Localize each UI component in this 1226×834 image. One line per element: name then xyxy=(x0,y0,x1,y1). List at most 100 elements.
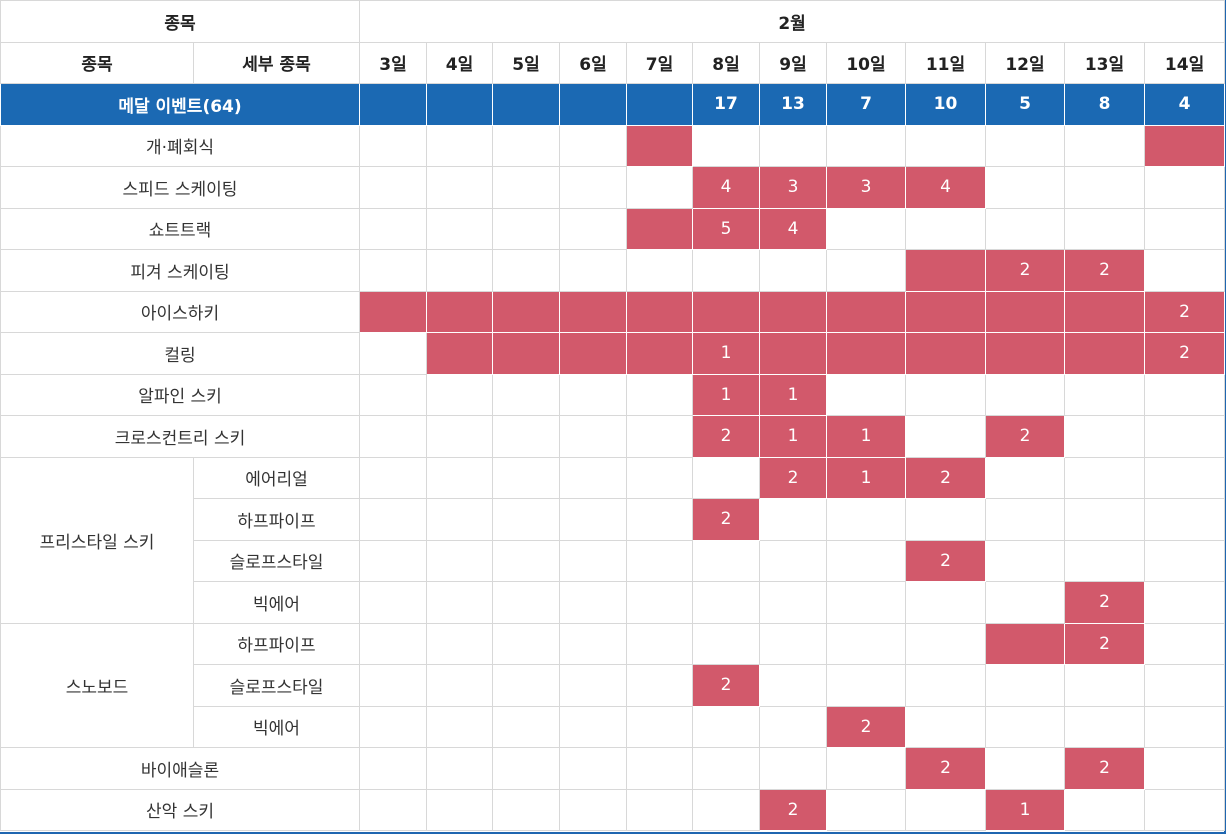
day-header: 3일 xyxy=(359,41,427,84)
empty-day-cell xyxy=(826,124,906,167)
empty-day-cell xyxy=(905,415,986,458)
empty-day-cell xyxy=(359,705,427,748)
empty-day-cell xyxy=(559,539,627,582)
scheduled-day-cell xyxy=(1143,124,1226,167)
empty-day-cell xyxy=(826,581,906,624)
empty-day-cell xyxy=(826,249,906,292)
scheduled-day-cell: 2 xyxy=(905,747,986,790)
empty-day-cell xyxy=(826,373,906,416)
day-header: 6일 xyxy=(559,41,627,84)
scheduled-day-cell: 1 xyxy=(692,332,760,375)
empty-day-cell xyxy=(559,415,627,458)
scheduled-day-cell xyxy=(559,332,627,375)
empty-day-cell xyxy=(985,166,1065,209)
medal-count-cell xyxy=(426,83,493,126)
empty-day-cell xyxy=(426,249,493,292)
empty-day-cell xyxy=(426,581,493,624)
medal-count-cell: 10 xyxy=(905,83,986,126)
empty-day-cell xyxy=(359,747,427,790)
scheduled-day-cell: 2 xyxy=(692,415,760,458)
event-name: 피겨 스케이팅 xyxy=(0,249,360,292)
scheduled-day-cell xyxy=(626,207,693,250)
day-header: 7일 xyxy=(626,41,693,84)
empty-day-cell xyxy=(426,539,493,582)
event-row: 빅에어 2 xyxy=(1,705,1226,748)
empty-day-cell xyxy=(692,456,760,499)
scheduled-day-cell xyxy=(759,290,827,333)
medal-count-cell xyxy=(359,83,427,126)
empty-day-cell xyxy=(759,124,827,167)
scheduled-day-cell: 2 xyxy=(985,249,1065,292)
empty-day-cell xyxy=(759,249,827,292)
empty-day-cell xyxy=(1143,539,1226,582)
empty-day-cell xyxy=(1143,249,1226,292)
scheduled-day-cell: 2 xyxy=(1064,622,1145,665)
day-header: 4일 xyxy=(426,41,493,84)
empty-day-cell xyxy=(692,124,760,167)
scheduled-day-cell: 1 xyxy=(826,415,906,458)
scheduled-day-cell: 4 xyxy=(759,207,827,250)
scheduled-day-cell xyxy=(905,249,986,292)
empty-day-cell xyxy=(985,581,1065,624)
event-name: 알파인 스키 xyxy=(0,373,360,416)
empty-day-cell xyxy=(826,207,906,250)
empty-day-cell xyxy=(1064,415,1145,458)
group-header: 종목 xyxy=(0,0,360,43)
sub-event-name: 하프파이프 xyxy=(193,498,360,541)
empty-day-cell xyxy=(905,373,986,416)
empty-day-cell xyxy=(985,539,1065,582)
scheduled-day-cell xyxy=(492,332,560,375)
medal-count-cell xyxy=(559,83,627,126)
empty-day-cell xyxy=(359,664,427,707)
medal-count-cell: 5 xyxy=(985,83,1065,126)
header-row-days: 종목 세부 종목 3일 4일 5일 6일 7일 8일 9일 10일 11일 12일 13일 14일 xyxy=(0,41,1226,84)
empty-day-cell xyxy=(426,373,493,416)
day-header: 5일 xyxy=(492,41,560,84)
empty-day-cell xyxy=(826,664,906,707)
empty-day-cell xyxy=(426,207,493,250)
medal-count-cell: 8 xyxy=(1064,83,1145,126)
scheduled-day-cell xyxy=(905,290,986,333)
empty-day-cell xyxy=(1143,747,1226,790)
empty-day-cell xyxy=(692,747,760,790)
day-header: 8일 xyxy=(692,41,760,84)
empty-day-cell xyxy=(759,705,827,748)
scheduled-day-cell: 2 xyxy=(1143,332,1226,375)
sub-event-name: 하프파이프 xyxy=(193,622,360,665)
empty-day-cell xyxy=(826,539,906,582)
medal-events-label: 메달 이벤트(64) xyxy=(0,83,360,126)
medal-count-cell: 13 xyxy=(759,83,827,126)
empty-day-cell xyxy=(626,249,693,292)
empty-day-cell xyxy=(905,788,986,831)
empty-day-cell xyxy=(359,498,427,541)
event-row: 하프파이프 2 xyxy=(1,498,1226,541)
empty-day-cell xyxy=(492,415,560,458)
scheduled-day-cell xyxy=(985,622,1065,665)
empty-day-cell xyxy=(1143,664,1226,707)
scheduled-day-cell: 2 xyxy=(692,498,760,541)
empty-day-cell xyxy=(426,456,493,499)
empty-day-cell xyxy=(626,664,693,707)
event-row: 아이스하키 2 xyxy=(0,290,1226,333)
event-row: 스노보드 하프파이프 2 xyxy=(0,622,1226,748)
empty-day-cell xyxy=(492,207,560,250)
empty-day-cell xyxy=(1143,456,1226,499)
scheduled-day-cell xyxy=(826,332,906,375)
empty-day-cell xyxy=(626,415,693,458)
empty-day-cell xyxy=(426,788,493,831)
scheduled-day-cell: 2 xyxy=(1064,249,1145,292)
empty-day-cell xyxy=(359,415,427,458)
empty-day-cell xyxy=(692,705,760,748)
event-name: 산악 스키 xyxy=(0,788,360,831)
scheduled-day-cell: 2 xyxy=(692,664,760,707)
empty-day-cell xyxy=(626,622,693,665)
empty-day-cell xyxy=(559,207,627,250)
scheduled-day-cell: 2 xyxy=(1064,747,1145,790)
empty-day-cell xyxy=(492,373,560,416)
empty-day-cell xyxy=(1143,705,1226,748)
empty-day-cell xyxy=(905,207,986,250)
empty-day-cell xyxy=(559,705,627,748)
scheduled-day-cell: 3 xyxy=(826,166,906,209)
